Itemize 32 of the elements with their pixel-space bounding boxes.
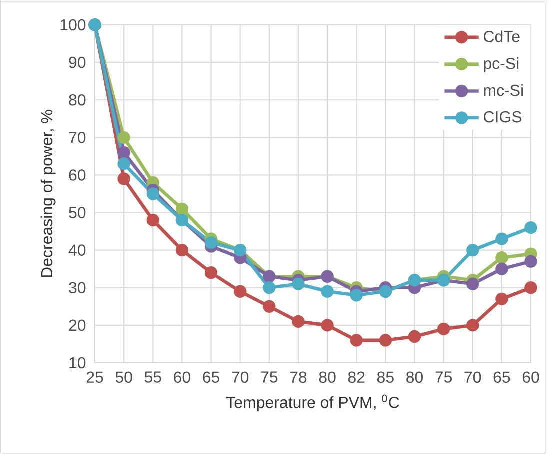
x-axis-title: Temperature of PVM, $^{0}$C: [226, 394, 400, 412]
x-tick-label: 60: [174, 372, 190, 384]
x-tick-label: 80: [319, 372, 336, 384]
y-tick-label: 50: [69, 207, 86, 218]
legend-label: CIGS: [484, 111, 522, 123]
y-tick-label: 10: [70, 357, 86, 369]
x-tick-label: 50: [116, 372, 132, 384]
legend-label: mc-Si: [484, 84, 523, 96]
x-tick-label: 70: [464, 372, 482, 384]
y-tick-label: 30: [69, 282, 86, 294]
x-tick-label: 55: [144, 372, 162, 383]
x-tick-label: 80: [406, 372, 424, 384]
x-tick-label: 65: [203, 372, 220, 384]
x-tick-label: 75: [261, 372, 278, 383]
y-tick-label: 20: [69, 320, 86, 332]
y-tick-label: 90: [69, 56, 86, 68]
x-tick-label: 65: [494, 372, 510, 384]
y-tick-label: 60: [69, 170, 86, 181]
y-axis-title: Decreasing of power, %: [40, 110, 56, 278]
legend-label: pc-Si: [484, 58, 519, 72]
y-tick-label: 70: [69, 132, 86, 144]
x-tick-label: 82: [348, 372, 365, 384]
y-tick-label: 40: [68, 244, 86, 256]
y-tick-label: 100: [60, 19, 86, 31]
x-tick-label: 70: [232, 372, 249, 384]
x-tick-label: 78: [290, 372, 307, 384]
x-tick-label: 85: [377, 372, 394, 384]
x-tick-label: 25: [86, 372, 104, 384]
x-tick-label: 75: [436, 372, 452, 383]
legend-label: CdTe: [484, 30, 520, 42]
x-tick-label: 60: [522, 372, 540, 384]
y-tick-label: 80: [69, 94, 86, 106]
